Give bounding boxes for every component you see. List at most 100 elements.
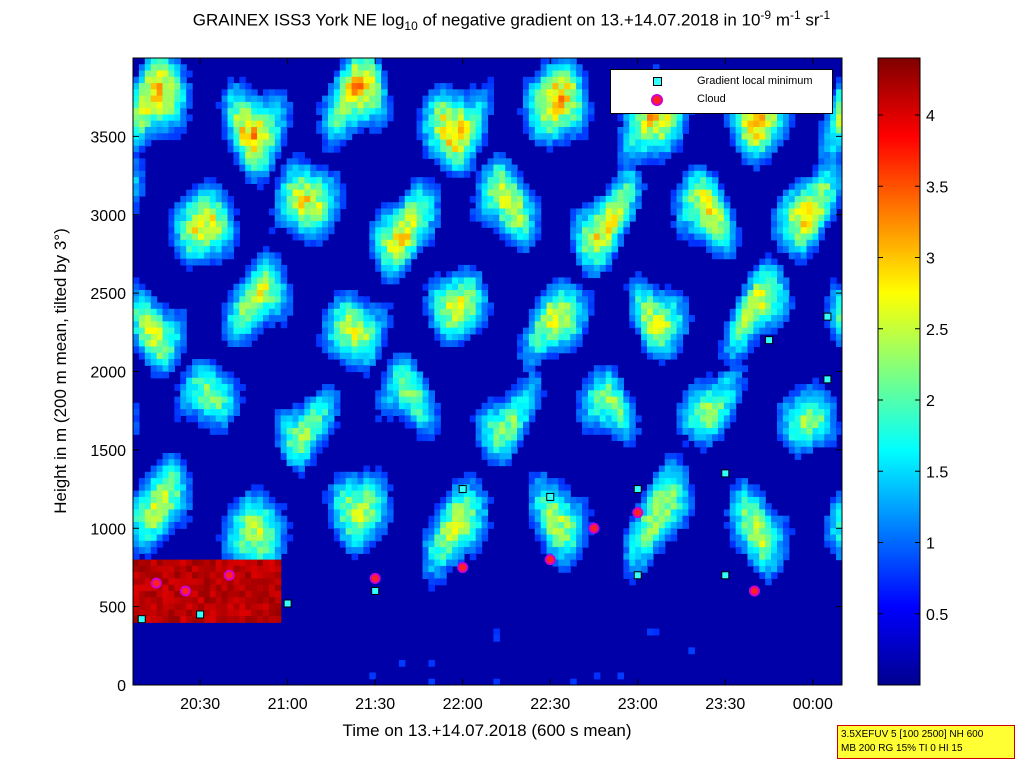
heatmap-cell <box>570 83 577 90</box>
heatmap-cell <box>434 283 441 291</box>
heatmap-cell <box>138 490 146 498</box>
heatmap-cell <box>540 352 548 360</box>
heatmap-cell <box>481 503 489 511</box>
heatmap-cell <box>156 559 164 567</box>
heatmap-cell <box>428 678 435 685</box>
heatmap-cell <box>723 409 731 416</box>
heatmap-cell <box>381 321 388 329</box>
heatmap-cell <box>777 427 784 435</box>
heatmap-cell <box>452 515 459 523</box>
heatmap-cell <box>647 628 654 636</box>
heatmap-cell <box>658 540 666 548</box>
heatmap-cell <box>658 352 666 360</box>
heatmap-cell <box>836 333 842 341</box>
heatmap-cell <box>322 321 329 329</box>
heatmap-cell <box>629 189 636 197</box>
heatmap-cell <box>440 321 447 329</box>
heatmap-cell <box>469 120 477 128</box>
heatmap-cell <box>322 402 329 410</box>
heatmap-cell <box>174 346 181 354</box>
heatmap-cell <box>233 572 240 580</box>
heatmap-cell <box>522 421 530 429</box>
heatmap-cell <box>322 120 329 128</box>
heatmap-cell <box>150 120 158 128</box>
heatmap-cell <box>209 371 217 379</box>
heatmap-cell <box>830 89 837 97</box>
heatmap-cell <box>221 133 229 141</box>
heatmap-cell <box>647 333 654 341</box>
heatmap-cell <box>150 358 158 366</box>
heatmap-cell <box>381 515 388 523</box>
heatmap-cell <box>617 195 624 203</box>
heatmap-cell <box>540 101 548 109</box>
heatmap-cell <box>676 333 684 341</box>
heatmap-cell <box>357 509 365 517</box>
heatmap-cell <box>570 521 577 529</box>
heatmap-cell <box>694 202 701 210</box>
heatmap-cell <box>499 189 506 197</box>
heatmap-cell <box>233 89 240 97</box>
heatmap-cell <box>133 277 140 285</box>
heatmap-cell <box>316 402 323 410</box>
heatmap-cell <box>670 202 678 210</box>
heatmap-cell <box>511 239 518 247</box>
heatmap-cell <box>186 616 193 623</box>
heatmap-cell <box>564 120 571 128</box>
heatmap-cell <box>422 427 430 435</box>
heatmap-cell <box>369 70 376 78</box>
heatmap-cell <box>351 83 359 90</box>
heatmap-cell <box>280 195 288 203</box>
heatmap-cell <box>771 283 778 291</box>
heatmap-cell <box>186 239 193 247</box>
heatmap-cell <box>381 315 388 322</box>
heatmap-cell <box>233 496 240 504</box>
heatmap-cell <box>363 95 370 103</box>
heatmap-cell <box>652 503 660 511</box>
heatmap-cell <box>617 227 624 235</box>
heatmap-cell <box>469 108 477 116</box>
heatmap-cell <box>392 384 400 391</box>
heatmap-cell <box>824 145 831 153</box>
heatmap-cell <box>806 208 814 216</box>
heatmap-cell <box>747 277 754 285</box>
heatmap-cell <box>582 214 589 222</box>
heatmap-cell <box>363 371 370 379</box>
heatmap-cell <box>771 258 778 266</box>
heatmap-cell <box>192 590 199 598</box>
heatmap-cell <box>174 402 181 410</box>
heatmap-cell <box>800 239 808 247</box>
heatmap-cell <box>812 377 819 385</box>
heatmap-cell <box>387 402 394 410</box>
heatmap-cell <box>694 214 701 222</box>
heatmap-cell <box>304 189 311 197</box>
heatmap-cell <box>239 95 246 103</box>
heatmap-cell <box>398 352 406 360</box>
heatmap-cell <box>257 503 264 511</box>
heatmap-cell <box>221 239 229 247</box>
colorbar-tick-label: 1.5 <box>926 464 948 481</box>
heatmap-cell <box>528 308 536 316</box>
heatmap-cell <box>339 503 347 511</box>
heatmap-cell <box>528 346 536 354</box>
heatmap-cell <box>777 534 784 542</box>
heatmap-cell <box>481 446 489 454</box>
heatmap-cell <box>280 183 288 191</box>
heatmap-cell <box>599 409 607 416</box>
heatmap-cell <box>517 352 524 360</box>
heatmap-cell <box>694 233 701 241</box>
heatmap-cell <box>765 152 772 159</box>
heatmap-cell <box>777 553 784 561</box>
heatmap-cell <box>404 396 412 404</box>
heatmap-cell <box>251 603 258 611</box>
heatmap-cell <box>593 202 601 210</box>
heatmap-cell <box>723 233 731 241</box>
heatmap-cell <box>753 528 760 536</box>
heatmap-cell <box>150 114 158 122</box>
heatmap-cell <box>133 126 140 134</box>
heatmap-cell <box>239 521 246 529</box>
heatmap-cell <box>375 515 382 523</box>
heatmap-cell <box>771 264 778 272</box>
heatmap-cell <box>652 289 660 297</box>
heatmap-cell <box>304 427 311 435</box>
heatmap-cell <box>446 145 453 153</box>
